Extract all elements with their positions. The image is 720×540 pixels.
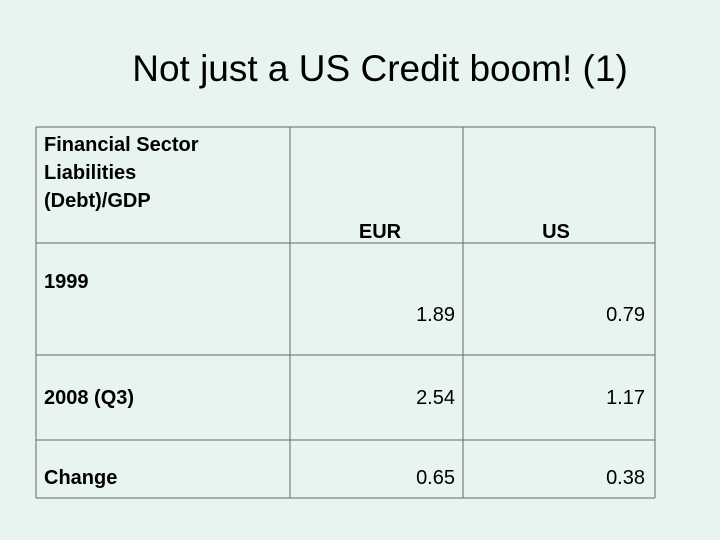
row-label: 2008 (Q3) <box>44 387 135 409</box>
row-label: 1999 <box>44 271 89 293</box>
value-cell: 0.38 <box>606 467 645 489</box>
value-cell: 2.54 <box>416 387 455 409</box>
header-cell: EUR <box>358 221 402 243</box>
row-label: Change <box>44 467 118 489</box>
value-cell: 0.65 <box>416 467 455 489</box>
value-cell: 1.17 <box>606 387 645 409</box>
header-cell: US <box>542 221 570 243</box>
header-cell: Financial Sector Liabilities (Debt)/GDP <box>44 134 199 212</box>
value-cell: 0.79 <box>606 304 645 326</box>
value-cell: 1.89 <box>416 304 455 326</box>
slide-title: Not just a US Credit boom! (1) <box>132 48 628 89</box>
